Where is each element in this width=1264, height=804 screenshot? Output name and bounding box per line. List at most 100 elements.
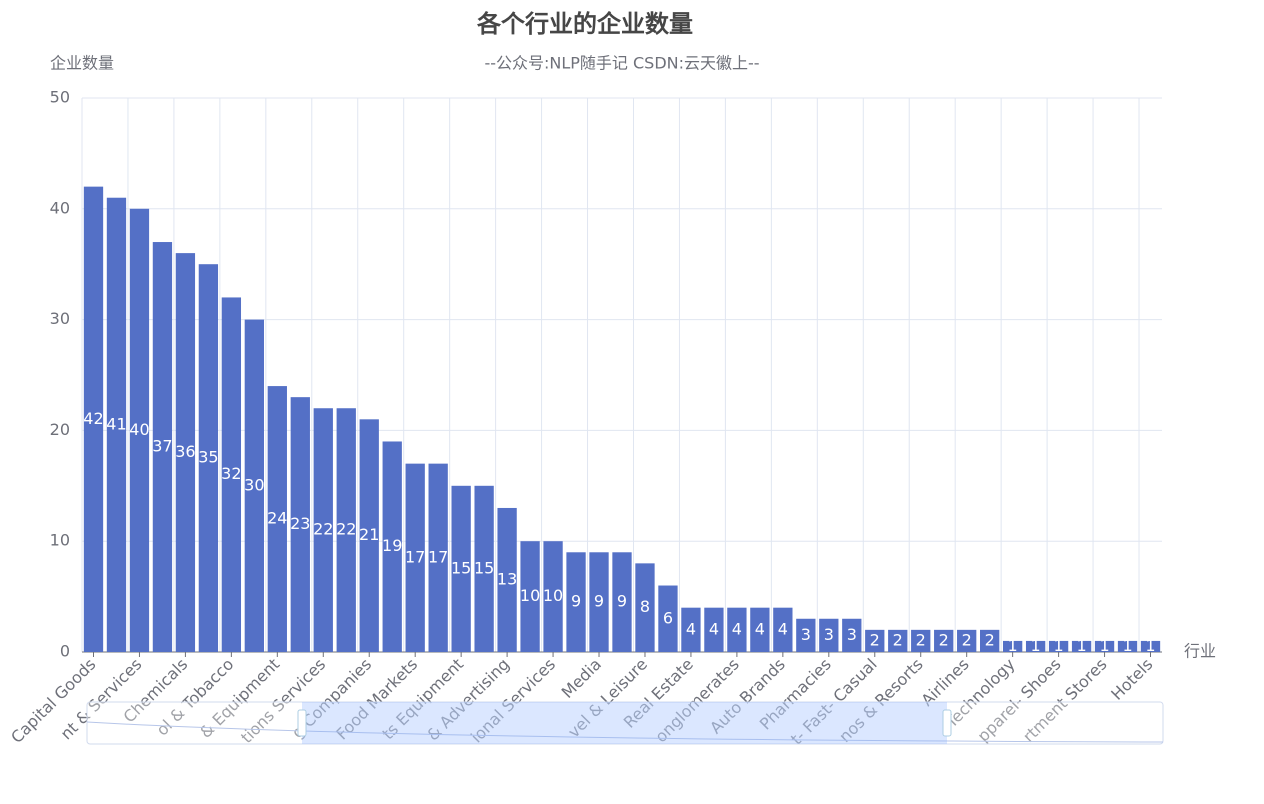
bar — [382, 441, 402, 652]
bar — [842, 618, 862, 652]
bar — [244, 319, 264, 652]
data-label: 9 — [594, 592, 604, 611]
y-tick-label: 10 — [50, 531, 70, 550]
bar — [589, 552, 609, 652]
bar — [359, 419, 379, 652]
data-label: 1 — [1122, 636, 1132, 655]
bar — [635, 563, 655, 652]
bar — [957, 629, 977, 652]
data-label: 4 — [755, 619, 765, 638]
bar — [520, 541, 540, 652]
bar — [106, 197, 127, 652]
bar — [934, 629, 954, 652]
data-label: 9 — [617, 592, 627, 611]
data-label: 8 — [640, 597, 650, 616]
bar — [1048, 640, 1069, 652]
y-tick-label: 20 — [50, 420, 70, 439]
data-label: 1 — [1054, 636, 1064, 655]
data-label: 41 — [106, 414, 126, 433]
data-label: 13 — [497, 569, 517, 588]
bar — [658, 585, 678, 652]
data-label: 22 — [313, 520, 333, 539]
data-label: 4 — [686, 619, 696, 638]
chart-subtitle: --公众号:NLP随手记 CSDN:云天徽上-- — [484, 54, 759, 73]
data-label: 10 — [520, 586, 540, 605]
bar — [566, 552, 586, 652]
data-label: 21 — [359, 525, 379, 544]
data-label: 2 — [893, 630, 903, 649]
bar — [83, 186, 104, 652]
bar — [313, 408, 333, 652]
data-label: 1 — [1008, 636, 1018, 655]
data-label: 17 — [405, 547, 425, 566]
data-label: 36 — [175, 442, 195, 461]
data-label: 1 — [1076, 636, 1086, 655]
bar — [267, 386, 287, 652]
data-label: 4 — [732, 619, 742, 638]
data-label: 22 — [336, 520, 356, 539]
bar — [290, 397, 310, 652]
data-label: 3 — [847, 625, 857, 644]
zoom-track — [86, 701, 1164, 745]
zoom-preview — [86, 721, 1164, 743]
data-label: 40 — [129, 420, 149, 439]
bar — [1094, 640, 1115, 652]
bar — [451, 485, 471, 652]
bar — [773, 607, 793, 652]
bar — [474, 485, 494, 652]
bar — [497, 507, 517, 652]
chart-title: 各个行业的企业数量 — [476, 10, 693, 38]
bar — [405, 463, 425, 652]
data-label: 15 — [451, 558, 471, 577]
data-label: 35 — [198, 448, 218, 467]
data-label: 6 — [663, 608, 673, 627]
y-tick-label: 50 — [50, 88, 70, 107]
data-label: 15 — [474, 558, 494, 577]
bar — [888, 629, 908, 652]
data-label: 2 — [962, 630, 972, 649]
data-label: 1 — [1145, 636, 1155, 655]
bar — [681, 607, 701, 652]
data-label: 9 — [571, 592, 581, 611]
bar — [727, 607, 747, 652]
data-label: 19 — [382, 536, 402, 555]
data-label: 30 — [244, 475, 264, 494]
data-label: 2 — [939, 630, 949, 649]
zoom-selected — [302, 702, 947, 744]
data-label: 42 — [83, 409, 103, 428]
data-label: 24 — [267, 509, 287, 528]
bar — [221, 297, 242, 652]
bar — [129, 208, 150, 653]
data-label: 2 — [985, 630, 995, 649]
data-label: 1 — [1099, 636, 1109, 655]
bar — [428, 463, 448, 652]
data-label: 1 — [1031, 636, 1041, 655]
zoom-handle — [942, 709, 952, 737]
data-label: 23 — [290, 514, 310, 533]
y-tick-label: 0 — [60, 642, 70, 661]
bar — [175, 253, 196, 652]
bar — [1117, 640, 1138, 652]
data-label: 17 — [428, 547, 448, 566]
data-label: 3 — [801, 625, 811, 644]
bar — [543, 541, 563, 652]
bar — [1140, 640, 1161, 652]
bar — [865, 629, 885, 652]
bar — [796, 618, 816, 652]
data-label: 37 — [152, 437, 172, 456]
bar — [1025, 640, 1046, 652]
bar — [612, 552, 632, 652]
bar — [750, 607, 770, 652]
data-label: 2 — [916, 630, 926, 649]
bar — [1002, 640, 1023, 652]
bar — [152, 242, 173, 653]
data-label: 2 — [870, 630, 880, 649]
y-tick-label: 40 — [50, 198, 70, 217]
x-axis-title: 行业 — [1184, 642, 1216, 661]
y-axis-title: 企业数量 — [50, 54, 114, 73]
data-label: 4 — [709, 619, 719, 638]
bar — [911, 629, 931, 652]
bar — [336, 408, 356, 652]
data-label: 10 — [543, 586, 563, 605]
